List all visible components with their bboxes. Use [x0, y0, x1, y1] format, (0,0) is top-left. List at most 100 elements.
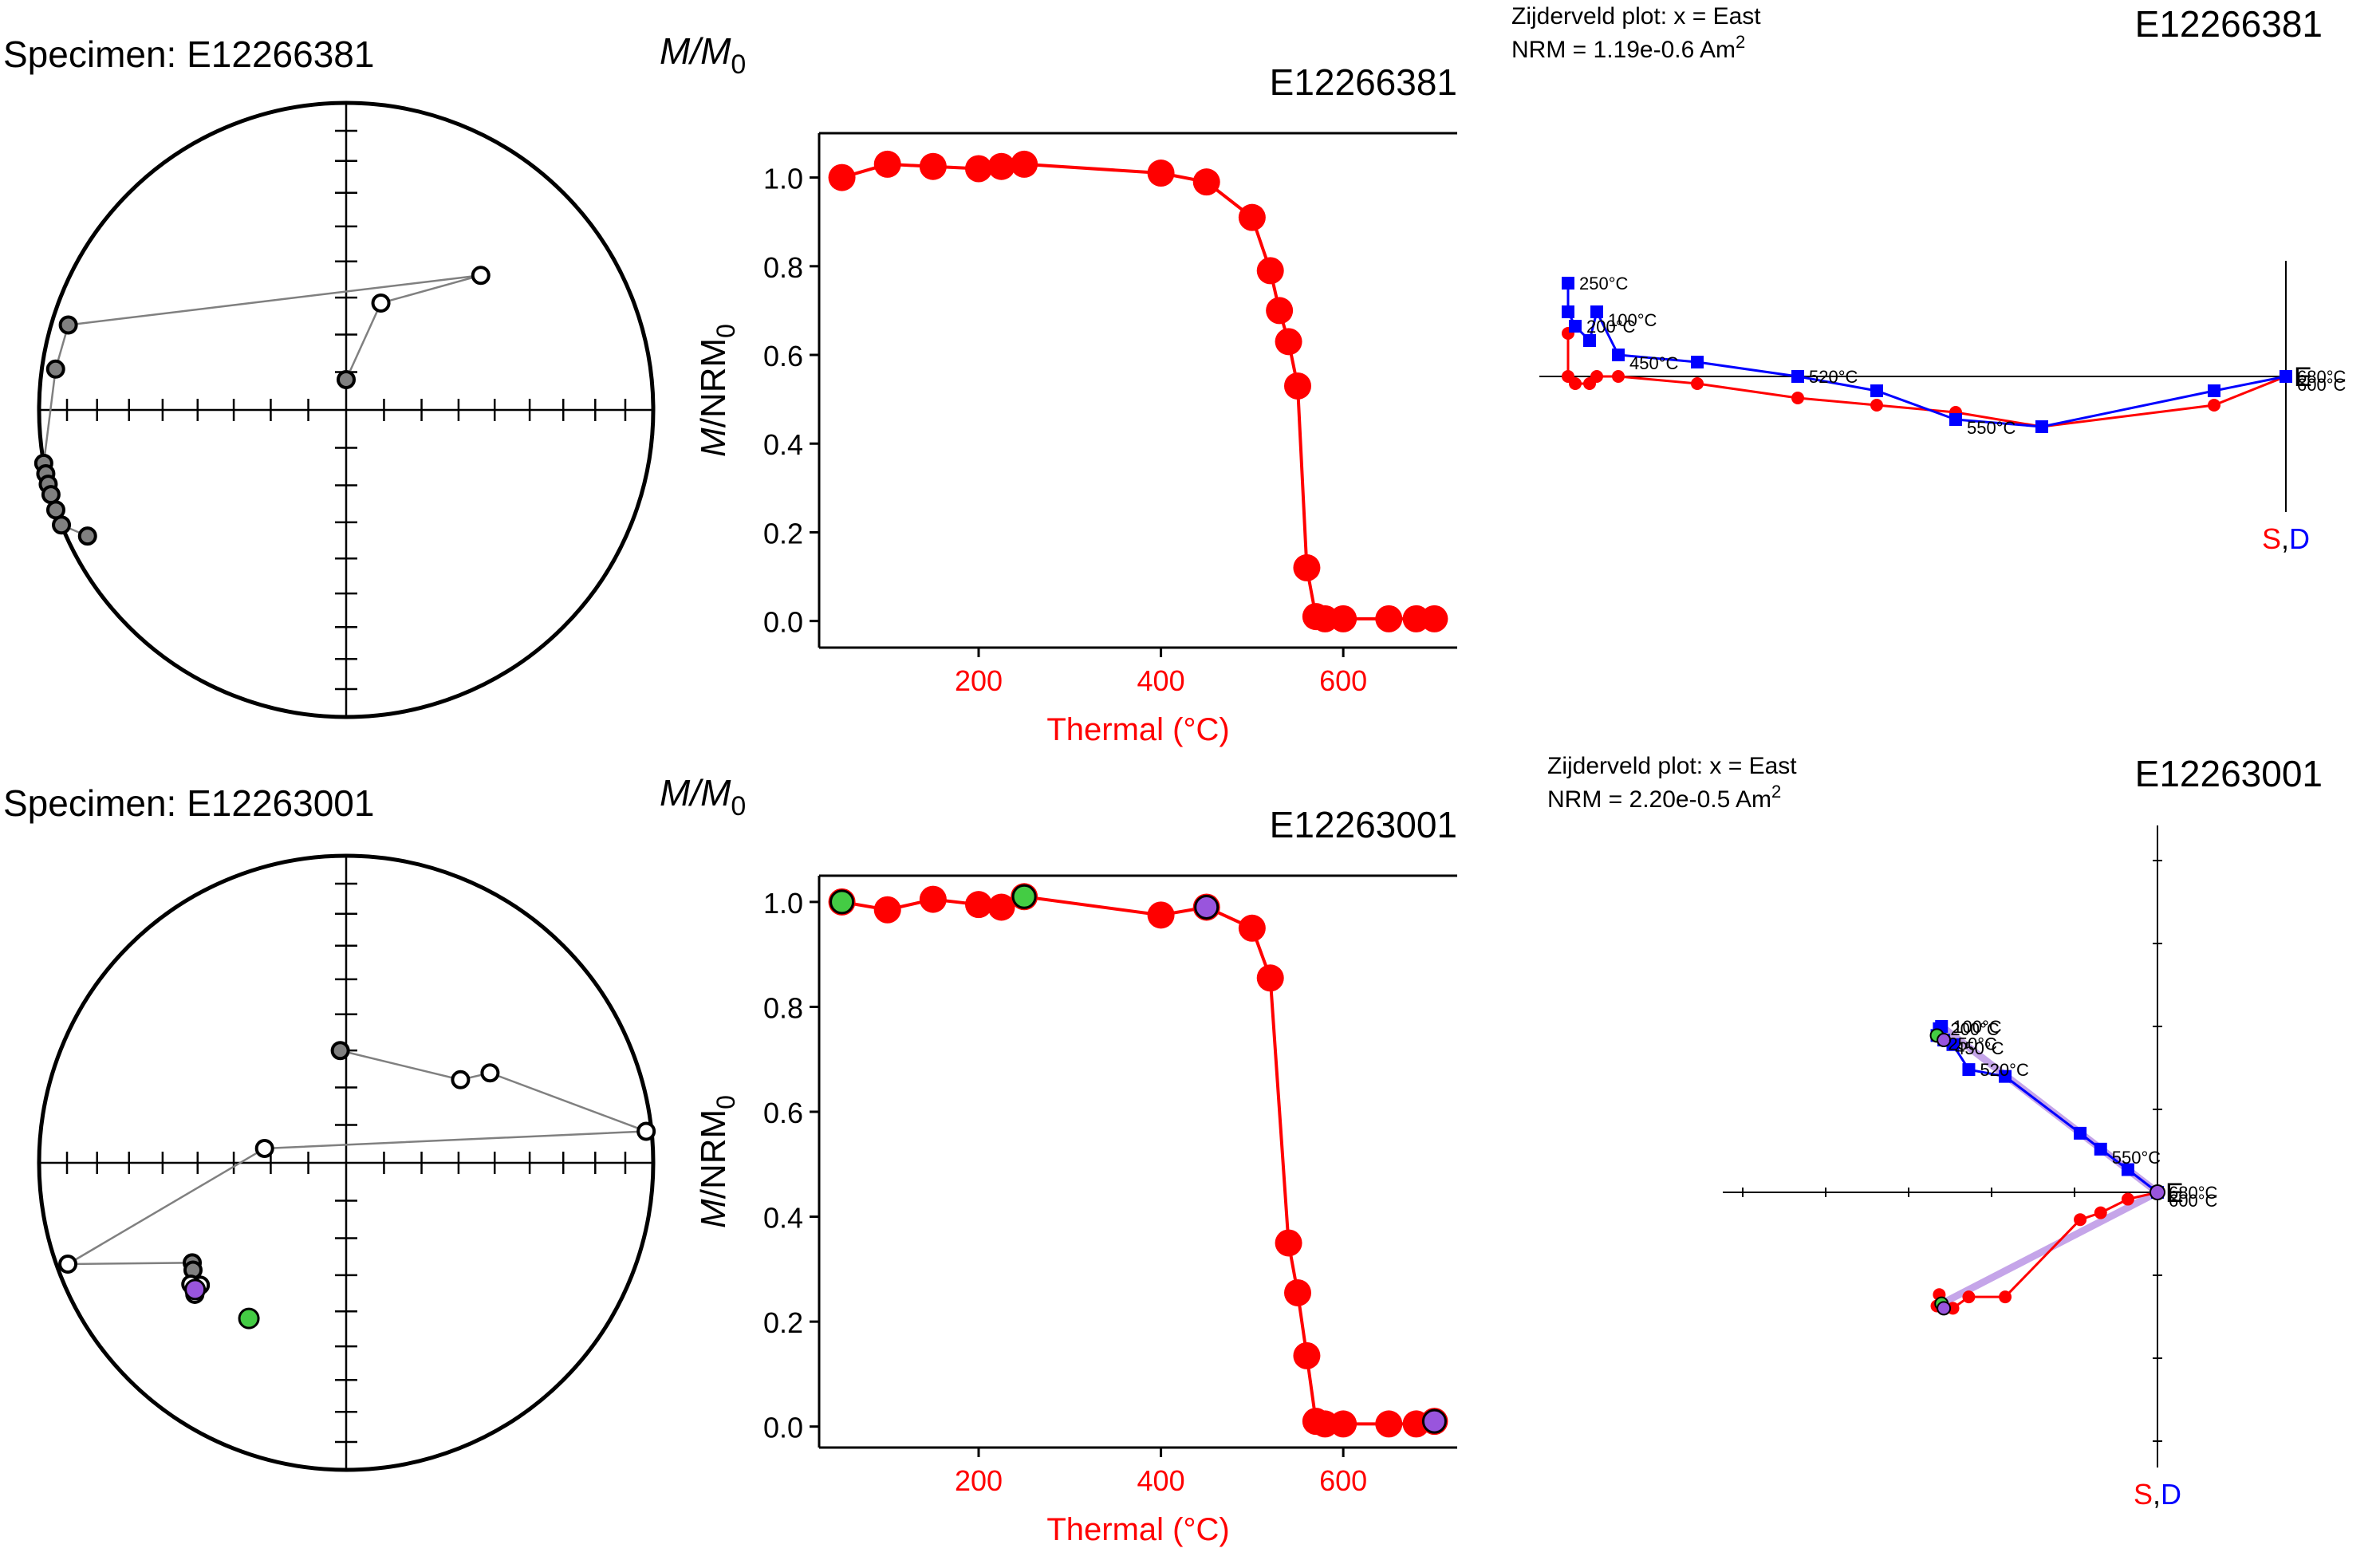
fit-end-point: [1937, 1301, 1952, 1316]
y-label-m: M: [694, 427, 733, 457]
equal-area-plot-3: Specimen: E12263001: [3, 782, 656, 1472]
horizontal-point: [1949, 413, 1962, 426]
demag-highlight-point: [829, 889, 855, 915]
demag-point: [873, 150, 901, 178]
y-tick-label: 0.6: [763, 340, 803, 372]
label-s: S: [2262, 522, 2281, 555]
x-tick-label: 200: [955, 664, 1003, 697]
label-s: S: [2134, 1478, 2153, 1511]
horizontal-point: [1691, 356, 1704, 368]
demag-point: [987, 893, 1015, 921]
demag-curve: [841, 895, 1435, 1426]
y-tick-label: 0.2: [763, 517, 803, 550]
temperature-label: 520°C: [1980, 1060, 2029, 1080]
temperature-label: 200°C: [1950, 1019, 2000, 1039]
demag-point: [1330, 1410, 1357, 1438]
x-axis-label: Thermal (°C): [1046, 1512, 1229, 1547]
temperature-label: 600°C: [2169, 1191, 2218, 1211]
horizontal-point: [1562, 305, 1574, 318]
y-label-sub: 0: [711, 1095, 740, 1109]
demag-point: [965, 891, 992, 919]
horizontal-point: [1870, 384, 1883, 397]
direction-point: [371, 293, 391, 313]
temperature-label: 100°C: [1608, 310, 1657, 330]
temperature-label: 680°C: [2297, 367, 2347, 387]
horizontal-point: [1612, 349, 1625, 361]
subscript-zero: 0: [731, 49, 746, 80]
x-tick-label: 600: [1319, 664, 1367, 697]
demag-point: [1421, 605, 1448, 632]
demag-path: [42, 274, 482, 538]
direction-point: [480, 1063, 500, 1083]
demag-point: [1275, 328, 1302, 356]
horizontal-point: [1590, 305, 1603, 318]
horizontal-point: [1562, 277, 1574, 290]
horizontal-point: [2094, 1142, 2107, 1156]
direction-point: [451, 1070, 471, 1089]
direction-point: [337, 370, 356, 390]
y-tick-label: 0.8: [763, 251, 803, 284]
temperature-label: 520°C: [1809, 367, 1858, 387]
direction-point: [77, 526, 97, 546]
horizontal-point: [1791, 370, 1804, 383]
demag-point: [873, 896, 901, 924]
y-tick-label: 0.2: [763, 1306, 803, 1339]
demag-plot-4: E12263001 M/M0 0.0 0.2 0.4 0.6 0.8 1.0 200 400 600…: [660, 772, 1457, 1547]
label-sep: ,: [2281, 522, 2289, 555]
vertical-point: [1962, 1290, 1976, 1304]
temperature-label: 550°C: [1967, 418, 2016, 438]
nrm-value: NRM = 1.19e-0.6 Am2: [1511, 32, 1745, 63]
demag-point: [1238, 914, 1266, 942]
vertical-point: [1612, 370, 1625, 383]
temperature-label: 250°C: [1579, 274, 1629, 293]
demag-point: [1011, 150, 1038, 178]
temperature-label: 100°C: [1952, 1017, 2002, 1037]
y-label-m: M: [694, 1199, 733, 1228]
demag-plot-1: E12266381 M/M0 0.0 0.2 0.4 0.6 0.8 1.0 200 400 600…: [660, 30, 1457, 747]
demag-point: [1192, 168, 1220, 196]
direction-point: [471, 266, 491, 286]
horizontal-point: [2208, 384, 2220, 397]
temperature-label: 450°C: [1629, 353, 1679, 373]
mean-direction-point: [238, 1307, 260, 1330]
direction-point: [52, 515, 72, 535]
direction-point: [254, 1138, 274, 1158]
demag-curve: [841, 162, 1435, 620]
plot-title: E12263001: [2135, 753, 2323, 794]
horizontal-point: [2074, 1126, 2087, 1140]
y-tick-label: 1.0: [763, 887, 803, 920]
demag-point: [1293, 1341, 1321, 1369]
y-tick-label: 0.4: [763, 1202, 803, 1235]
east-axis-label: E: [2294, 362, 2312, 392]
zijderveld-plot-5: Zijderveld plot: x = East NRM = 2.20e-0.5…: [1547, 753, 2323, 1511]
plot-title: E12263001: [1270, 804, 1457, 845]
direction-point: [41, 485, 61, 505]
y-label-sub: 0: [711, 324, 740, 338]
demag-point: [1375, 1410, 1403, 1438]
demag-point: [1266, 297, 1294, 325]
x-axis-label: Thermal (°C): [1046, 712, 1229, 747]
horizontal-point: [1962, 1063, 1976, 1077]
demag-point: [1147, 901, 1175, 929]
horizontal-point: [1583, 334, 1596, 347]
demag-point: [1284, 1278, 1311, 1306]
demag-highlight-point: [1194, 894, 1220, 920]
specimen-title: Specimen: E12263001: [3, 782, 374, 824]
x-tick-label: 200: [955, 1464, 1003, 1497]
down-axis-label: S,D: [2262, 522, 2310, 555]
demag-point: [1284, 372, 1311, 400]
demag-point: [1147, 160, 1175, 187]
y-tick-label: 0.4: [763, 428, 803, 461]
subscript-zero: 0: [731, 791, 746, 821]
temperature-label: 200°C: [1586, 317, 1636, 337]
vertical-point: [2074, 1213, 2087, 1227]
y-label-nrm: /NRM: [694, 1109, 733, 1199]
y-axis-label: M/NRM0: [694, 324, 740, 457]
demag-point: [987, 152, 1015, 180]
horizontal-point: [1999, 1070, 2012, 1083]
direction-point: [58, 1255, 78, 1274]
y-tick-label: 0.8: [763, 991, 803, 1024]
demag-highlight-point: [1421, 1408, 1447, 1434]
nrm-unit-superscript: 2: [1771, 782, 1781, 802]
